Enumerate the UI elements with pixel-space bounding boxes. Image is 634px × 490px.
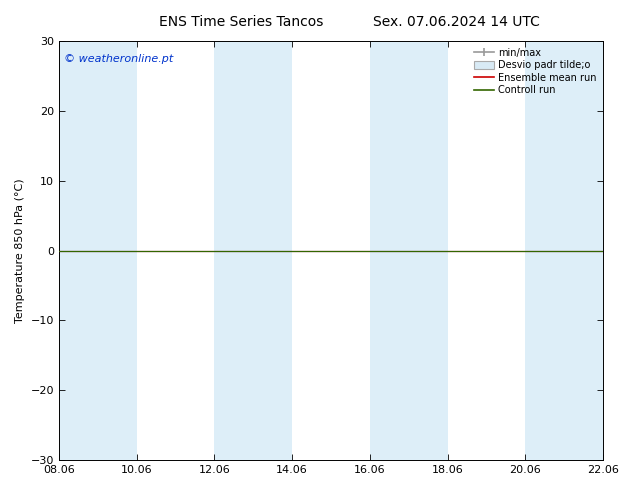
Bar [526,41,564,460]
Bar [214,41,253,460]
Bar [564,41,603,460]
Bar [253,41,292,460]
Bar [409,41,448,460]
Text: © weatheronline.pt: © weatheronline.pt [65,53,174,64]
Text: Sex. 07.06.2024 14 UTC: Sex. 07.06.2024 14 UTC [373,15,540,29]
Legend: min/max, Desvio padr tilde;o, Ensemble mean run, Controll run: min/max, Desvio padr tilde;o, Ensemble m… [472,46,598,97]
Y-axis label: Temperature 850 hPa (°C): Temperature 850 hPa (°C) [15,178,25,323]
Bar [370,41,409,460]
Bar [59,41,98,460]
Text: ENS Time Series Tancos: ENS Time Series Tancos [158,15,323,29]
Bar [98,41,137,460]
